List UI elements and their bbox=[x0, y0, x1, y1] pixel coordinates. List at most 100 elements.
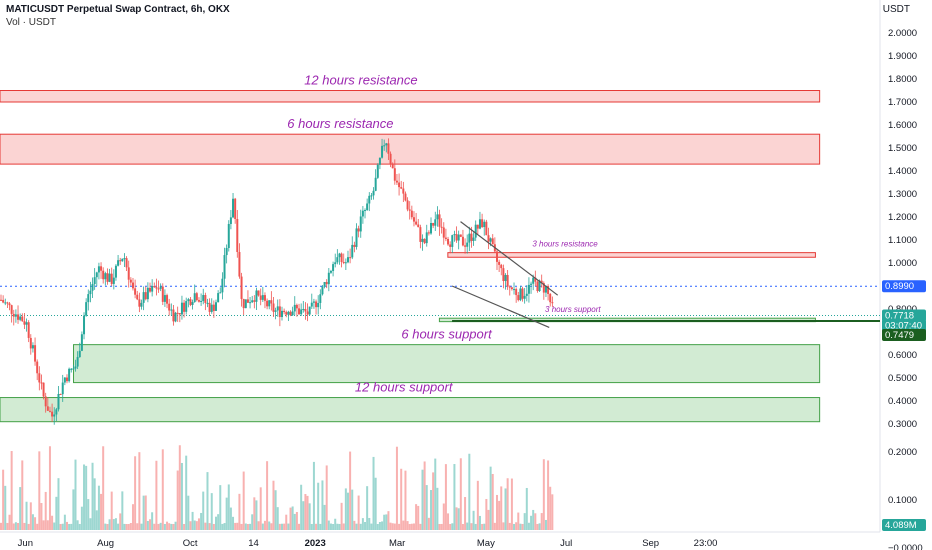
candle bbox=[340, 253, 343, 262]
candle bbox=[65, 377, 68, 382]
candle bbox=[530, 283, 533, 285]
volume-bar bbox=[80, 506, 83, 530]
candle bbox=[415, 221, 418, 225]
volume-bar bbox=[412, 523, 415, 530]
volume-bar bbox=[291, 506, 294, 530]
candle bbox=[261, 295, 264, 300]
candle bbox=[278, 306, 281, 318]
volume-bar bbox=[136, 523, 139, 530]
price-label-bg-2 bbox=[882, 319, 926, 332]
candle bbox=[44, 396, 47, 407]
candle bbox=[327, 272, 330, 285]
candle bbox=[470, 233, 473, 241]
candle bbox=[189, 299, 192, 305]
candle bbox=[495, 251, 498, 262]
volume-bar bbox=[536, 523, 539, 530]
volume-bar bbox=[36, 523, 39, 530]
price-label-0: 0.8990 bbox=[885, 281, 914, 292]
zone-label-3: 3 hours support bbox=[545, 305, 601, 314]
volume-bar bbox=[464, 497, 467, 530]
candle bbox=[78, 350, 81, 358]
volume-bar bbox=[270, 523, 273, 530]
volume-bar bbox=[449, 523, 452, 530]
candle bbox=[187, 299, 190, 302]
volume-bar bbox=[97, 485, 100, 530]
volume-bar bbox=[17, 522, 20, 530]
candle bbox=[8, 303, 11, 306]
candle bbox=[440, 226, 443, 228]
volume-bar bbox=[468, 453, 471, 530]
candle bbox=[312, 301, 315, 303]
volume-bar bbox=[542, 459, 545, 530]
candle bbox=[61, 382, 64, 395]
candle bbox=[538, 280, 541, 292]
candle bbox=[549, 293, 552, 303]
volume-bar bbox=[532, 509, 535, 530]
candle bbox=[295, 304, 298, 309]
time-tick-3: 14 bbox=[248, 538, 259, 549]
volume-bar bbox=[383, 514, 386, 530]
volume-bar bbox=[200, 512, 203, 530]
volume-bar bbox=[193, 520, 196, 530]
volume-bar bbox=[74, 459, 77, 530]
candle bbox=[455, 234, 458, 241]
volume-bar bbox=[308, 503, 311, 530]
volume-bar bbox=[4, 485, 7, 530]
volume-bar bbox=[276, 507, 279, 530]
candle bbox=[385, 143, 388, 146]
candle bbox=[180, 302, 183, 315]
candle bbox=[178, 313, 181, 315]
candle bbox=[453, 234, 456, 236]
time-tick-2: Oct bbox=[183, 538, 198, 549]
candle bbox=[117, 260, 120, 266]
candle bbox=[10, 305, 13, 314]
candle bbox=[208, 302, 211, 312]
price-tick-6: 1.4000 bbox=[888, 166, 917, 177]
candle bbox=[353, 244, 356, 247]
candle bbox=[547, 285, 550, 294]
volume-bar bbox=[236, 522, 239, 530]
volume-bar bbox=[538, 523, 541, 530]
candle bbox=[2, 299, 5, 303]
candle bbox=[48, 410, 51, 412]
volume-bar bbox=[306, 495, 309, 530]
candle bbox=[176, 312, 179, 314]
volume-bar bbox=[240, 523, 243, 530]
volume-bar bbox=[263, 520, 266, 530]
candle bbox=[12, 313, 15, 317]
price-label-bg-3 bbox=[882, 328, 926, 341]
volume-bar bbox=[483, 523, 486, 530]
volume-bar bbox=[255, 500, 258, 530]
candle bbox=[551, 302, 554, 304]
volume-bar bbox=[83, 464, 86, 530]
volume-bar bbox=[68, 524, 71, 530]
volume-bar bbox=[327, 520, 330, 530]
volume-bar bbox=[310, 523, 313, 530]
time-tick-1: Aug bbox=[97, 538, 114, 549]
candle bbox=[91, 284, 94, 291]
volume-bar bbox=[110, 491, 113, 530]
volume-bar bbox=[506, 478, 509, 530]
volume-bar bbox=[317, 482, 320, 530]
volume-bar bbox=[504, 488, 507, 530]
volume-bar bbox=[51, 515, 54, 530]
candle bbox=[532, 277, 535, 284]
candle bbox=[244, 299, 247, 309]
volume-bar bbox=[142, 495, 145, 530]
volume-bar bbox=[349, 451, 352, 530]
candle bbox=[464, 245, 467, 247]
volume-bar bbox=[544, 519, 547, 530]
volume-bar bbox=[323, 504, 326, 530]
volume-bar bbox=[334, 518, 337, 530]
volume-bar bbox=[530, 515, 533, 530]
volume-bar bbox=[372, 456, 375, 530]
candle bbox=[246, 299, 249, 303]
candle bbox=[42, 382, 45, 397]
volume-bar bbox=[391, 523, 394, 530]
volume-bar bbox=[206, 472, 209, 530]
volume-bar bbox=[166, 521, 169, 530]
candle bbox=[27, 322, 30, 338]
candle bbox=[240, 276, 243, 299]
volume-bar bbox=[534, 513, 537, 530]
